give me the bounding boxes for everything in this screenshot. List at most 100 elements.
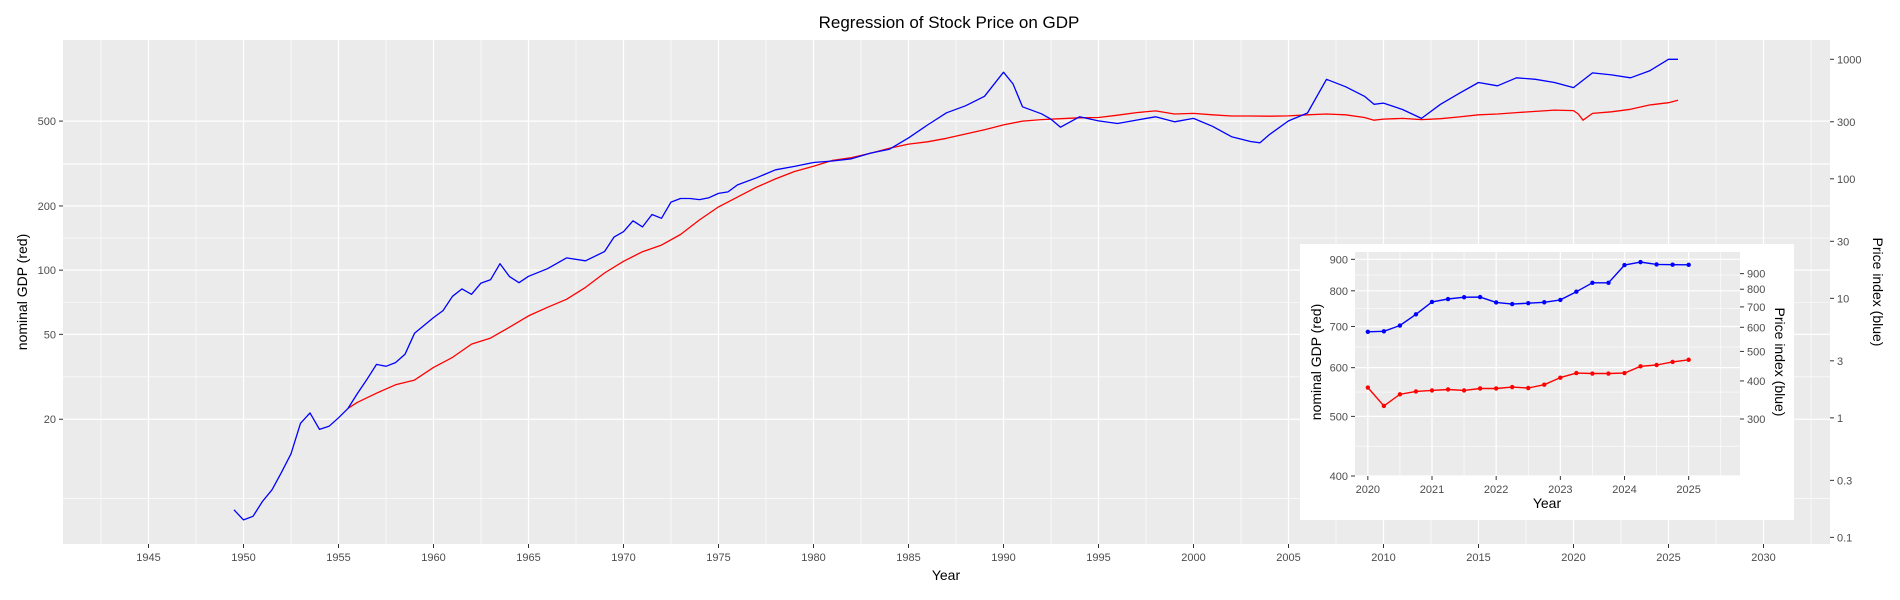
y2-tick-label: 900 <box>1747 269 1765 281</box>
nominal-gdp-point <box>1638 364 1643 369</box>
price-index-point <box>1429 299 1435 305</box>
nominal-gdp-point <box>1413 389 1419 394</box>
inset-y2-axis-title: Price index (blue) <box>1772 308 1788 417</box>
nominal-gdp-point <box>1622 370 1627 376</box>
price-index-point <box>1638 259 1643 265</box>
nominal-gdp-point <box>1381 403 1387 409</box>
nominal-gdp-point <box>1461 388 1467 393</box>
y2-tick-label: 0.1 <box>1837 532 1852 544</box>
nominal-gdp-point <box>1510 384 1515 390</box>
inset-series <box>1365 259 1691 409</box>
x-tick-label: 1965 <box>516 552 540 564</box>
nominal-gdp-point <box>1397 392 1403 397</box>
price-index-line <box>233 58 1678 521</box>
x-tick-label: 2025 <box>1676 484 1700 496</box>
nominal-gdp-point <box>1477 386 1483 391</box>
inset-x-axis-title: Year <box>1533 495 1562 511</box>
y-tick-label: 400 <box>1330 471 1348 483</box>
y-tick-label: 100 <box>38 265 56 277</box>
y2-tick-label: 800 <box>1747 284 1765 296</box>
price-index-point <box>1493 300 1499 305</box>
x-tick-label: 1945 <box>136 552 160 564</box>
y2-axis-title: Price index (blue) <box>1870 238 1886 347</box>
x-tick-label: 1960 <box>421 552 445 564</box>
x-tick-label: 2021 <box>1420 484 1444 496</box>
y2-tick-label: 500 <box>1747 346 1765 358</box>
x-tick-label: 1990 <box>991 552 1015 564</box>
x-tick-label: 2010 <box>1371 552 1395 564</box>
price-index-point <box>1622 262 1627 268</box>
x-tick-label: 1995 <box>1086 552 1110 564</box>
price-index-point <box>1606 280 1611 285</box>
y2-tick-label: 600 <box>1747 322 1765 334</box>
x-tick-label: 2005 <box>1276 552 1300 564</box>
x-axis-title: Year <box>932 567 961 583</box>
inset-chart: 2020 2021 2022 2023 2024 2025 400 500 600 700 800… <box>1300 244 1794 520</box>
x-tick-label: 2022 <box>1484 484 1508 496</box>
inset-y2-ticks: 300 400 500 600 700 800 900 <box>1740 269 1765 426</box>
main-y2-ticks: 0.1 0.3 1 3 10 30 100 300 1000 <box>1830 54 1861 544</box>
y-tick-label: 50 <box>44 329 56 341</box>
main-series <box>233 58 1679 521</box>
y-tick-label: 200 <box>38 201 56 213</box>
price-index-point <box>1654 262 1659 267</box>
y2-tick-label: 3 <box>1837 356 1843 368</box>
nominal-gdp-point <box>1542 382 1547 387</box>
inset-plot-panel <box>1355 252 1740 476</box>
y2-tick-label: 300 <box>1747 414 1765 426</box>
chart-title: Regression of Stock Price on GDP <box>819 13 1080 32</box>
nominal-gdp-point <box>1429 388 1435 393</box>
price-index-point <box>1558 297 1563 303</box>
x-tick-label: 2020 <box>1561 552 1585 564</box>
y-axis-title: nominal GDP (red) <box>14 234 30 350</box>
nominal-gdp-line <box>347 99 1679 409</box>
inset-x-ticks: 2020 2021 2022 2023 2024 2025 <box>1356 476 1701 496</box>
nominal-gdp-point <box>1654 362 1659 368</box>
y2-tick-label: 1000 <box>1837 54 1861 66</box>
y2-tick-label: 10 <box>1837 293 1849 305</box>
x-tick-label: 2000 <box>1181 552 1205 564</box>
nominal-gdp-point <box>1590 371 1595 376</box>
y-tick-label: 800 <box>1330 286 1348 298</box>
y-tick-label: 500 <box>38 116 56 128</box>
price-index-point <box>1526 300 1531 306</box>
y-tick-label: 20 <box>44 414 56 426</box>
price-index-point <box>1574 289 1579 294</box>
price-index-point <box>1461 295 1467 300</box>
x-tick-label: 1970 <box>611 552 635 564</box>
y2-tick-label: 300 <box>1837 117 1855 129</box>
x-tick-label: 1955 <box>326 552 350 564</box>
y-tick-label: 700 <box>1330 321 1348 333</box>
x-tick-label: 2024 <box>1612 484 1636 496</box>
price-index-point <box>1413 312 1419 317</box>
price-index-point <box>1670 262 1675 267</box>
price-index-point <box>1365 329 1371 334</box>
price-index-point <box>1477 294 1483 300</box>
y2-tick-label: 0.3 <box>1837 475 1852 487</box>
main-x-ticks: 1945 1950 1955 1960 1965 1970 1975 1980 1985 1990… <box>136 544 1776 564</box>
price-index-point <box>1686 262 1691 268</box>
x-tick-label: 2023 <box>1548 484 1572 496</box>
y-tick-label: 600 <box>1330 363 1348 375</box>
price-index-point <box>1590 280 1595 285</box>
y2-tick-label: 1 <box>1837 413 1843 425</box>
nominal-gdp-point <box>1670 359 1675 365</box>
price-index-point <box>1397 323 1403 328</box>
y2-tick-label: 30 <box>1837 236 1849 248</box>
price-index-point <box>1542 300 1547 305</box>
x-tick-label: 2020 <box>1356 484 1380 496</box>
inset-y-axis-title: nominal GDP (red) <box>1308 304 1324 420</box>
nominal-gdp-point <box>1526 385 1531 391</box>
x-tick-label: 2015 <box>1466 552 1490 564</box>
x-tick-label: 1975 <box>706 552 730 564</box>
inset-grid <box>1355 252 1740 477</box>
y2-tick-label: 400 <box>1747 376 1765 388</box>
x-tick-label: 1950 <box>231 552 255 564</box>
main-y-ticks: 20 50 100 200 500 <box>38 116 63 426</box>
nominal-gdp-point <box>1686 357 1691 362</box>
nominal-gdp-point <box>1574 370 1579 376</box>
y-tick-label: 900 <box>1330 254 1348 266</box>
price-index-point <box>1381 329 1387 334</box>
price-index-point <box>1510 301 1515 307</box>
